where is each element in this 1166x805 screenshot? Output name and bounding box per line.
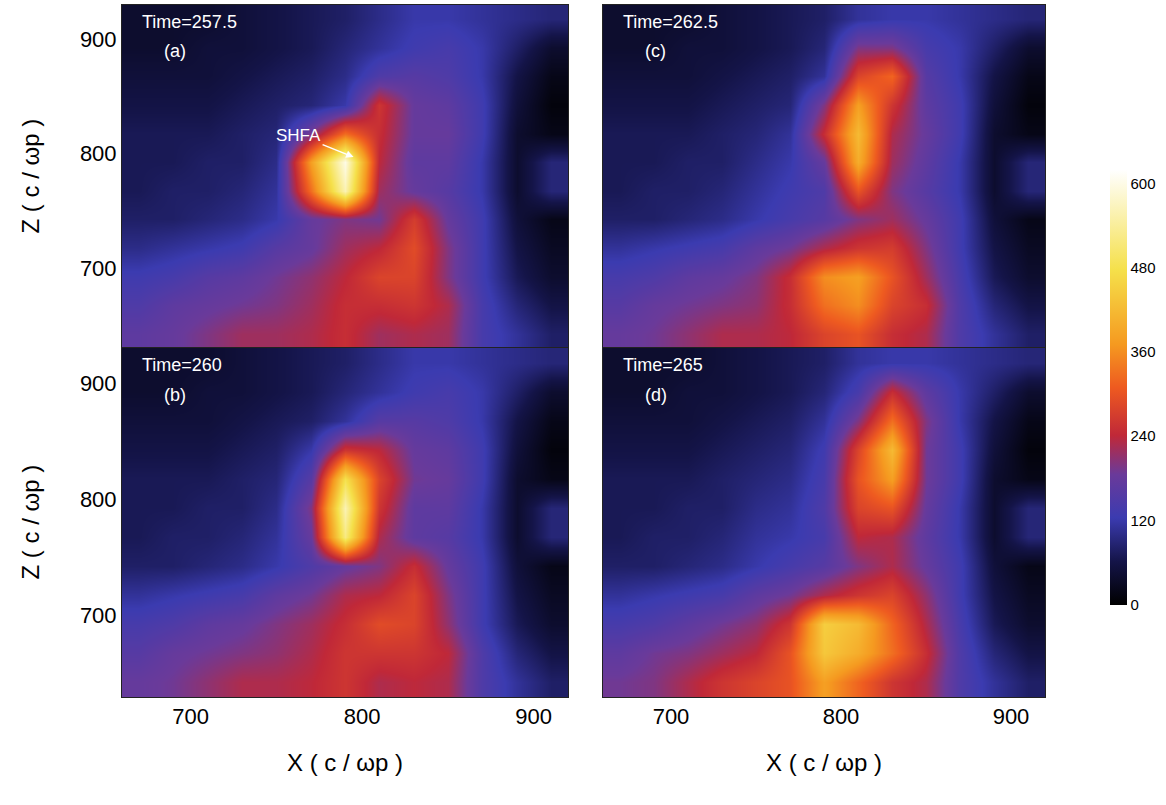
svg-text:0: 0 — [1131, 596, 1139, 613]
svg-text:Time=260: Time=260 — [142, 355, 222, 375]
svg-text:(b): (b) — [164, 385, 186, 405]
svg-text:Time=257.5: Time=257.5 — [142, 12, 237, 32]
svg-text:Time=262.5: Time=262.5 — [623, 12, 718, 32]
svg-text:Z ( c / ωp ): Z ( c / ωp ) — [17, 119, 44, 234]
svg-text:240: 240 — [1131, 427, 1156, 444]
svg-text:(a): (a) — [164, 41, 186, 61]
svg-text:Time=265: Time=265 — [623, 355, 703, 375]
svg-text:700: 700 — [80, 603, 117, 628]
svg-text:(c): (c) — [645, 41, 666, 61]
svg-text:700: 700 — [80, 256, 117, 281]
svg-text:480: 480 — [1131, 259, 1156, 276]
svg-text:900: 900 — [80, 371, 117, 396]
svg-text:700: 700 — [653, 704, 690, 729]
svg-text:900: 900 — [515, 704, 552, 729]
svg-text:600: 600 — [1131, 175, 1156, 192]
svg-text:SHFA: SHFA — [276, 126, 321, 145]
svg-text:800: 800 — [344, 704, 381, 729]
svg-text:(d): (d) — [645, 385, 667, 405]
svg-text:X ( c / ωp ): X ( c / ωp ) — [766, 749, 882, 776]
svg-text:800: 800 — [823, 704, 860, 729]
svg-text:900: 900 — [993, 704, 1030, 729]
svg-text:900: 900 — [80, 27, 117, 52]
svg-text:800: 800 — [80, 487, 117, 512]
svg-text:X ( c / ωp ): X ( c / ωp ) — [287, 749, 403, 776]
svg-text:360: 360 — [1131, 343, 1156, 360]
svg-text:120: 120 — [1131, 512, 1156, 529]
svg-text:Z ( c / ωp ): Z ( c / ωp ) — [17, 465, 44, 580]
svg-text:700: 700 — [172, 704, 209, 729]
svg-text:800: 800 — [80, 141, 117, 166]
